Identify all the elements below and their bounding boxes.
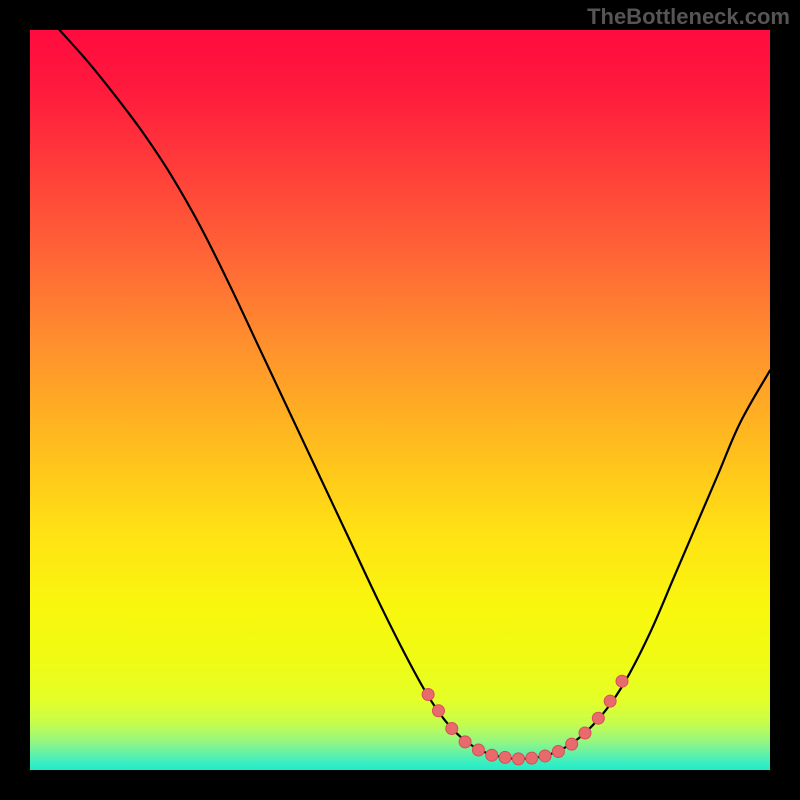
marker-point: [486, 749, 498, 761]
marker-point: [422, 689, 434, 701]
watermark-text: TheBottleneck.com: [587, 4, 790, 30]
marker-point: [539, 750, 551, 762]
marker-point: [566, 738, 578, 750]
marker-point: [446, 723, 458, 735]
marker-point: [499, 751, 511, 763]
plot-background-gradient: [30, 30, 770, 770]
chart-outer: TheBottleneck.com: [0, 0, 800, 800]
marker-point: [526, 752, 538, 764]
marker-point: [459, 736, 471, 748]
marker-point: [432, 705, 444, 717]
marker-point: [616, 675, 628, 687]
marker-point: [579, 727, 591, 739]
marker-point: [592, 712, 604, 724]
marker-point: [604, 695, 616, 707]
marker-point: [552, 746, 564, 758]
marker-point: [512, 753, 524, 765]
bottleneck-chart: [0, 0, 800, 800]
marker-point: [472, 744, 484, 756]
